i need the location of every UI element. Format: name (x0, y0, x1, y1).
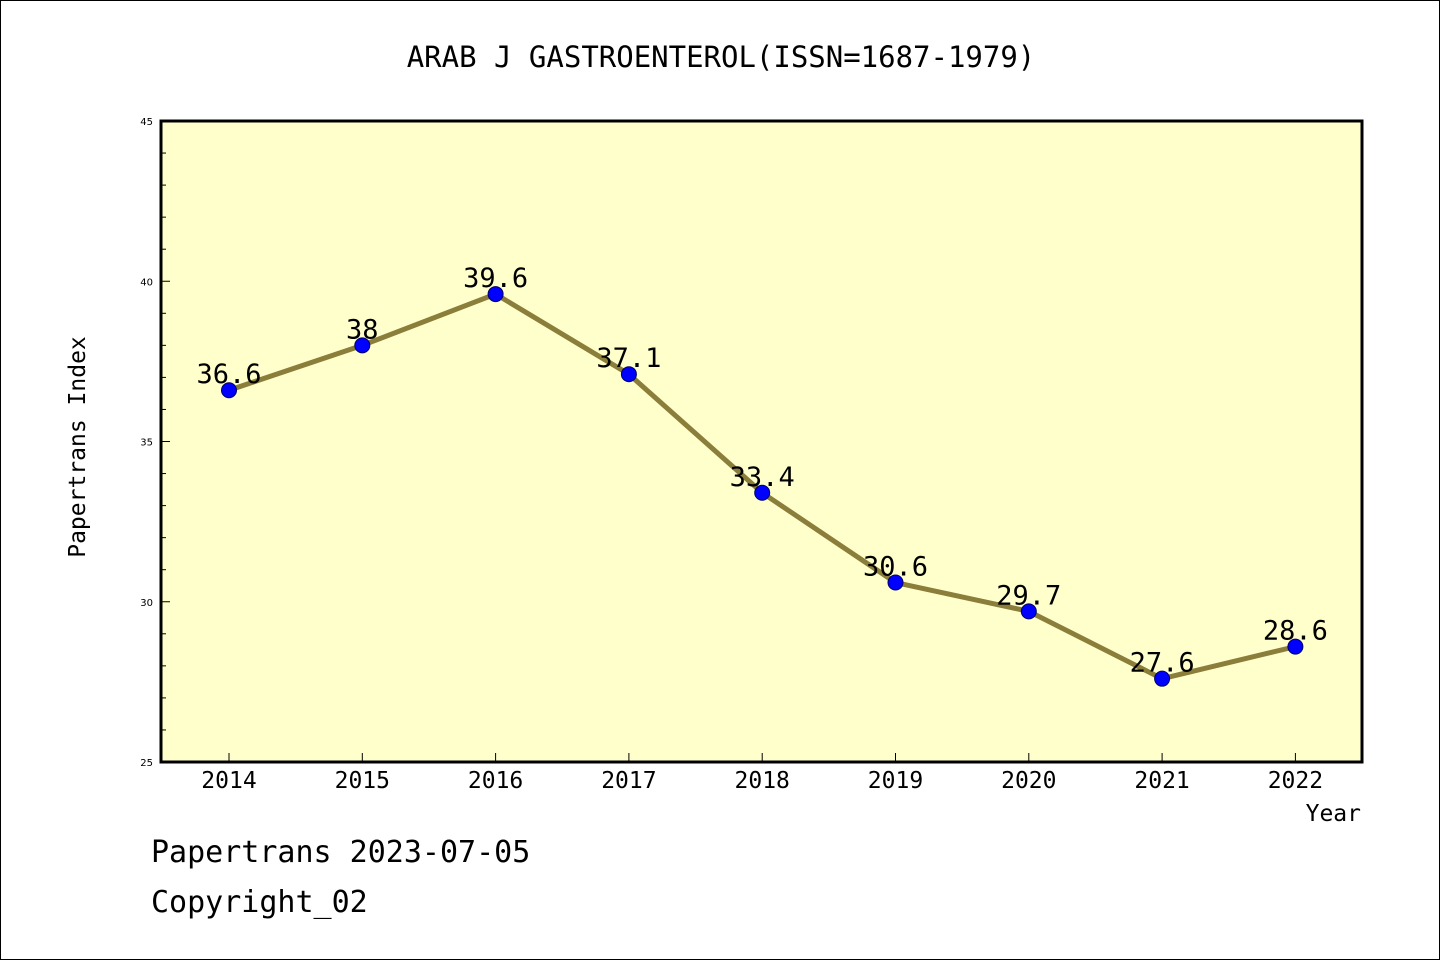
footer-date-text: Papertrans 2023-07-05 (151, 835, 531, 870)
plot-area: 25 30 35 40 45 2014 2015 2016 2017 2018 2019 2020 20… (140, 117, 1364, 794)
y-tick-label: 25 (140, 758, 153, 769)
data-point (1020, 603, 1037, 620)
data-point (1154, 670, 1171, 687)
data-label: 28.6 (1263, 616, 1328, 647)
x-axis-label: Year (1306, 801, 1361, 827)
x-tick-label: 2018 (735, 768, 790, 794)
y-axis-label: Papertrans Index (65, 336, 91, 558)
data-point (887, 574, 904, 591)
data-label: 39.6 (463, 263, 528, 294)
data-label: 37.1 (596, 343, 661, 374)
x-tick-label: 2020 (1001, 768, 1056, 794)
x-tick-label: 2014 (201, 768, 256, 794)
y-tick-label: 45 (140, 117, 153, 128)
plot-frame (159, 119, 1364, 764)
data-label: 36.6 (196, 359, 261, 390)
data-point (754, 484, 771, 501)
x-tick-label: 2019 (868, 768, 923, 794)
y-tick-label: 35 (140, 438, 153, 449)
data-label: 27.6 (1130, 648, 1195, 679)
chart-title: ARAB J GASTROENTEROL(ISSN=1687-1979) (407, 40, 1036, 74)
data-label: 33.4 (730, 462, 795, 493)
data-label: 38 (346, 314, 379, 345)
y-tick-label: 30 (140, 598, 153, 609)
data-label: 30.6 (863, 552, 928, 583)
x-tick-label: 2017 (601, 768, 656, 794)
data-point (487, 286, 504, 303)
x-tick-label: 2015 (335, 768, 390, 794)
data-point (221, 382, 237, 399)
x-tick-label: 2016 (468, 768, 523, 794)
x-tick-label: 2021 (1134, 768, 1189, 794)
x-tick-label: 2022 (1268, 768, 1323, 794)
y-tick-label: 40 (140, 277, 153, 288)
data-point (1287, 638, 1304, 655)
footer-copyright-text: Copyright_02 (151, 885, 368, 920)
data-point (354, 337, 371, 354)
data-point (620, 366, 637, 383)
data-label: 29.7 (996, 580, 1061, 611)
plot-background (161, 121, 1362, 762)
